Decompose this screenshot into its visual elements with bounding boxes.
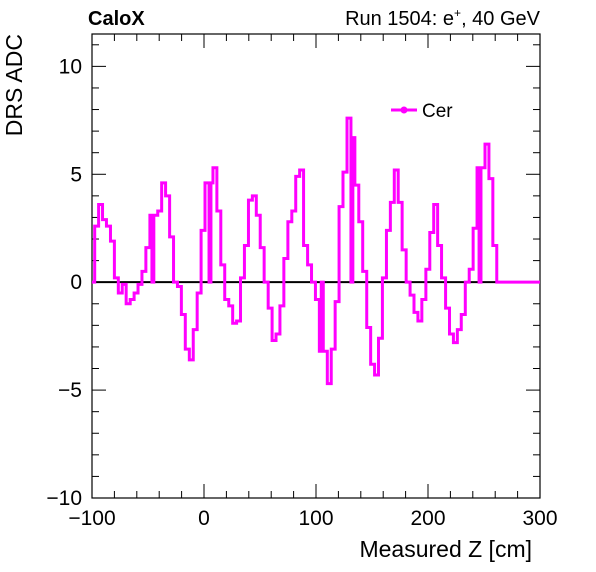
y-tick-label: 0	[70, 271, 82, 294]
x-tick-label: 0	[198, 507, 210, 530]
y-tick-label: 10	[59, 55, 82, 78]
series-line-cer	[92, 116, 540, 386]
experiment-label: CaloX	[88, 8, 145, 30]
x-axis-title: Measured Z [cm]	[359, 536, 532, 562]
legend-label-cer: Cer	[422, 101, 453, 122]
x-tick-label: 200	[410, 507, 445, 530]
x-tick-label: −100	[68, 507, 115, 530]
y-tick-label: −10	[46, 487, 82, 510]
y-tick-label: 5	[70, 163, 82, 186]
y-tick-label: −5	[58, 379, 82, 402]
x-tick-label: 300	[522, 507, 557, 530]
run-info-prefix: Run 1504: e	[345, 8, 454, 30]
tick-labels: −100 0 100 200 300 −10 −5 0 5 10	[46, 55, 557, 530]
axis-ticks	[91, 34, 541, 499]
run-info-suffix: , 40 GeV	[461, 8, 541, 30]
x-tick-label: 100	[298, 507, 333, 530]
series-group	[92, 116, 540, 386]
run-info-sup: +	[454, 6, 461, 20]
legend: Cer	[391, 101, 453, 122]
legend-marker-cer	[400, 106, 408, 114]
y-axis-title: DRS ADC	[1, 34, 27, 136]
run-info-label: Run 1504: e+, 40 GeV	[345, 6, 541, 30]
